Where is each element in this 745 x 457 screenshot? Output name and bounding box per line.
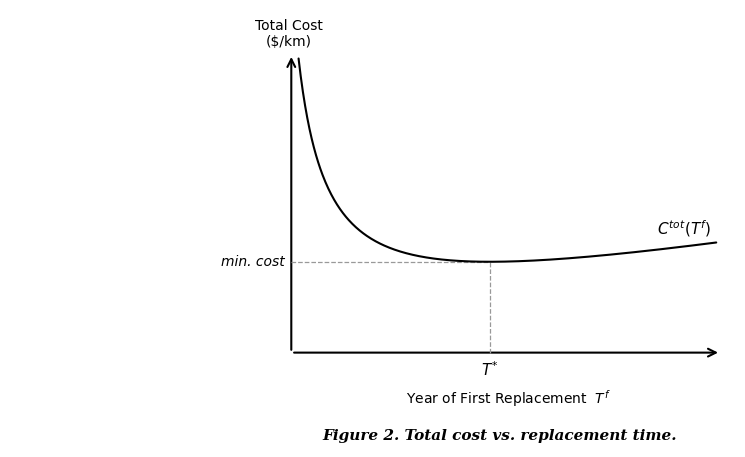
Text: min. cost: min. cost bbox=[221, 255, 285, 269]
Text: $T^{*}$: $T^{*}$ bbox=[481, 361, 498, 379]
Text: $C^{tot}(T^{f})$: $C^{tot}(T^{f})$ bbox=[657, 219, 711, 239]
Text: Total Cost
($/km): Total Cost ($/km) bbox=[255, 19, 323, 49]
Text: Figure 2. Total cost vs. replacement time.: Figure 2. Total cost vs. replacement tim… bbox=[322, 429, 676, 443]
Text: Year of First Replacement  $T^{f}$: Year of First Replacement $T^{f}$ bbox=[406, 388, 611, 409]
